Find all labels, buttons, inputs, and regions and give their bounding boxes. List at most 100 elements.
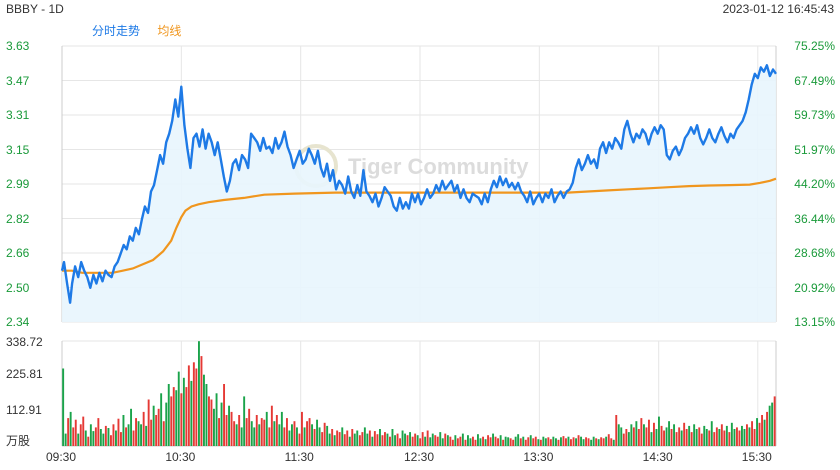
volume-bar: [575, 438, 578, 446]
price-area-fill: [62, 65, 776, 323]
volume-bar: [700, 433, 703, 446]
volume-bar: [710, 421, 713, 446]
volume-tick-label: 225.81: [6, 367, 43, 381]
volume-bar: [167, 384, 170, 446]
volume-bar: [84, 430, 87, 446]
volume-bar: [107, 428, 110, 446]
volume-bar: [542, 436, 545, 446]
volume-bar: [278, 424, 281, 446]
volume-bar: [668, 421, 671, 446]
volume-bar: [162, 421, 165, 446]
percent-tick-label: 59.73%: [794, 108, 835, 122]
volume-bar: [130, 408, 133, 446]
volume-bar: [544, 438, 547, 446]
volume-bar: [343, 434, 346, 446]
volume-bar: [104, 425, 107, 446]
volume-bar: [645, 427, 648, 446]
volume-bar: [333, 435, 336, 446]
volume-bar: [291, 424, 293, 446]
volume-bar: [64, 433, 67, 446]
percent-tick-label: 13.15%: [794, 315, 835, 329]
volume-bar: [464, 439, 467, 446]
volume-bar: [187, 365, 190, 446]
volume-bar: [137, 421, 140, 446]
volume-bar: [152, 405, 155, 446]
volume-bar: [730, 422, 733, 446]
volume-bar: [198, 341, 200, 446]
volume-bar: [283, 427, 286, 446]
legend-price[interactable]: 分时走势: [92, 24, 141, 38]
volume-bar: [680, 430, 683, 446]
volume-bar: [74, 419, 77, 446]
volume-bar: [182, 377, 185, 446]
volume-bar: [326, 425, 329, 446]
volume-bar: [89, 424, 92, 446]
volume-bar: [600, 437, 603, 446]
volume-bar: [258, 424, 261, 446]
volume-bar: [404, 433, 407, 446]
volume-bar: [293, 421, 296, 446]
volume-bar: [517, 434, 520, 446]
volume-bar: [469, 438, 472, 446]
volume-bar: [288, 430, 291, 446]
volume-bar: [758, 422, 761, 446]
volume-bar: [532, 438, 535, 446]
percent-tick-label: 44.20%: [794, 177, 835, 191]
volume-bar: [127, 424, 130, 446]
volume-bar: [132, 430, 135, 446]
volume-bar: [429, 437, 432, 446]
volume-bar: [328, 433, 331, 446]
volume-bar: [771, 402, 774, 446]
volume-bar: [411, 436, 414, 446]
volume-bar: [477, 434, 479, 446]
volume-bar: [200, 356, 203, 446]
volume-bar: [122, 415, 125, 446]
volume-bar: [746, 424, 748, 446]
volume-bar: [213, 408, 215, 446]
volume-bar: [177, 371, 180, 446]
volume-bar: [756, 418, 759, 446]
price-line: [60, 64, 777, 304]
volume-bar: [567, 436, 570, 446]
volume-bar: [693, 424, 696, 446]
volume-bar: [384, 432, 386, 446]
volume-bar: [695, 429, 698, 446]
volume-bar: [683, 422, 686, 446]
volume-bar: [368, 430, 371, 446]
volume-bar: [620, 427, 623, 446]
volume-bar: [565, 438, 567, 446]
volume-bar: [263, 419, 266, 446]
volume-bar: [157, 408, 160, 446]
volume-bar: [527, 437, 530, 446]
volume-bar: [172, 387, 175, 446]
volume-bar: [416, 435, 419, 446]
watermark-text: Tiger Community: [348, 154, 529, 179]
volume-bar: [406, 435, 409, 446]
volume-bar: [728, 432, 731, 446]
volume-bar: [766, 411, 769, 446]
legend-avg[interactable]: 均线: [157, 24, 182, 38]
volume-bar: [640, 418, 643, 446]
volume-bar: [718, 429, 721, 446]
volume-bar: [748, 427, 751, 446]
volume-bar: [632, 427, 635, 446]
volume-bar: [255, 415, 258, 446]
volume-bar: [77, 433, 80, 446]
volume-bar: [761, 415, 764, 446]
volume-bar: [401, 430, 404, 446]
volume-bar: [439, 432, 442, 446]
volume-bar: [145, 425, 148, 446]
volume-bar: [529, 435, 532, 446]
volume-bar: [233, 421, 236, 446]
volume-bar: [286, 418, 288, 446]
volume-bar: [115, 430, 117, 446]
volume-bar: [705, 429, 708, 446]
volume-bar: [248, 408, 251, 446]
volume-bar: [449, 436, 452, 446]
volume-bar: [768, 405, 771, 446]
volume-bar: [713, 432, 716, 446]
volume-bar: [215, 393, 218, 446]
volume-bar: [655, 429, 658, 446]
percent-tick-label: 20.92%: [794, 280, 835, 295]
